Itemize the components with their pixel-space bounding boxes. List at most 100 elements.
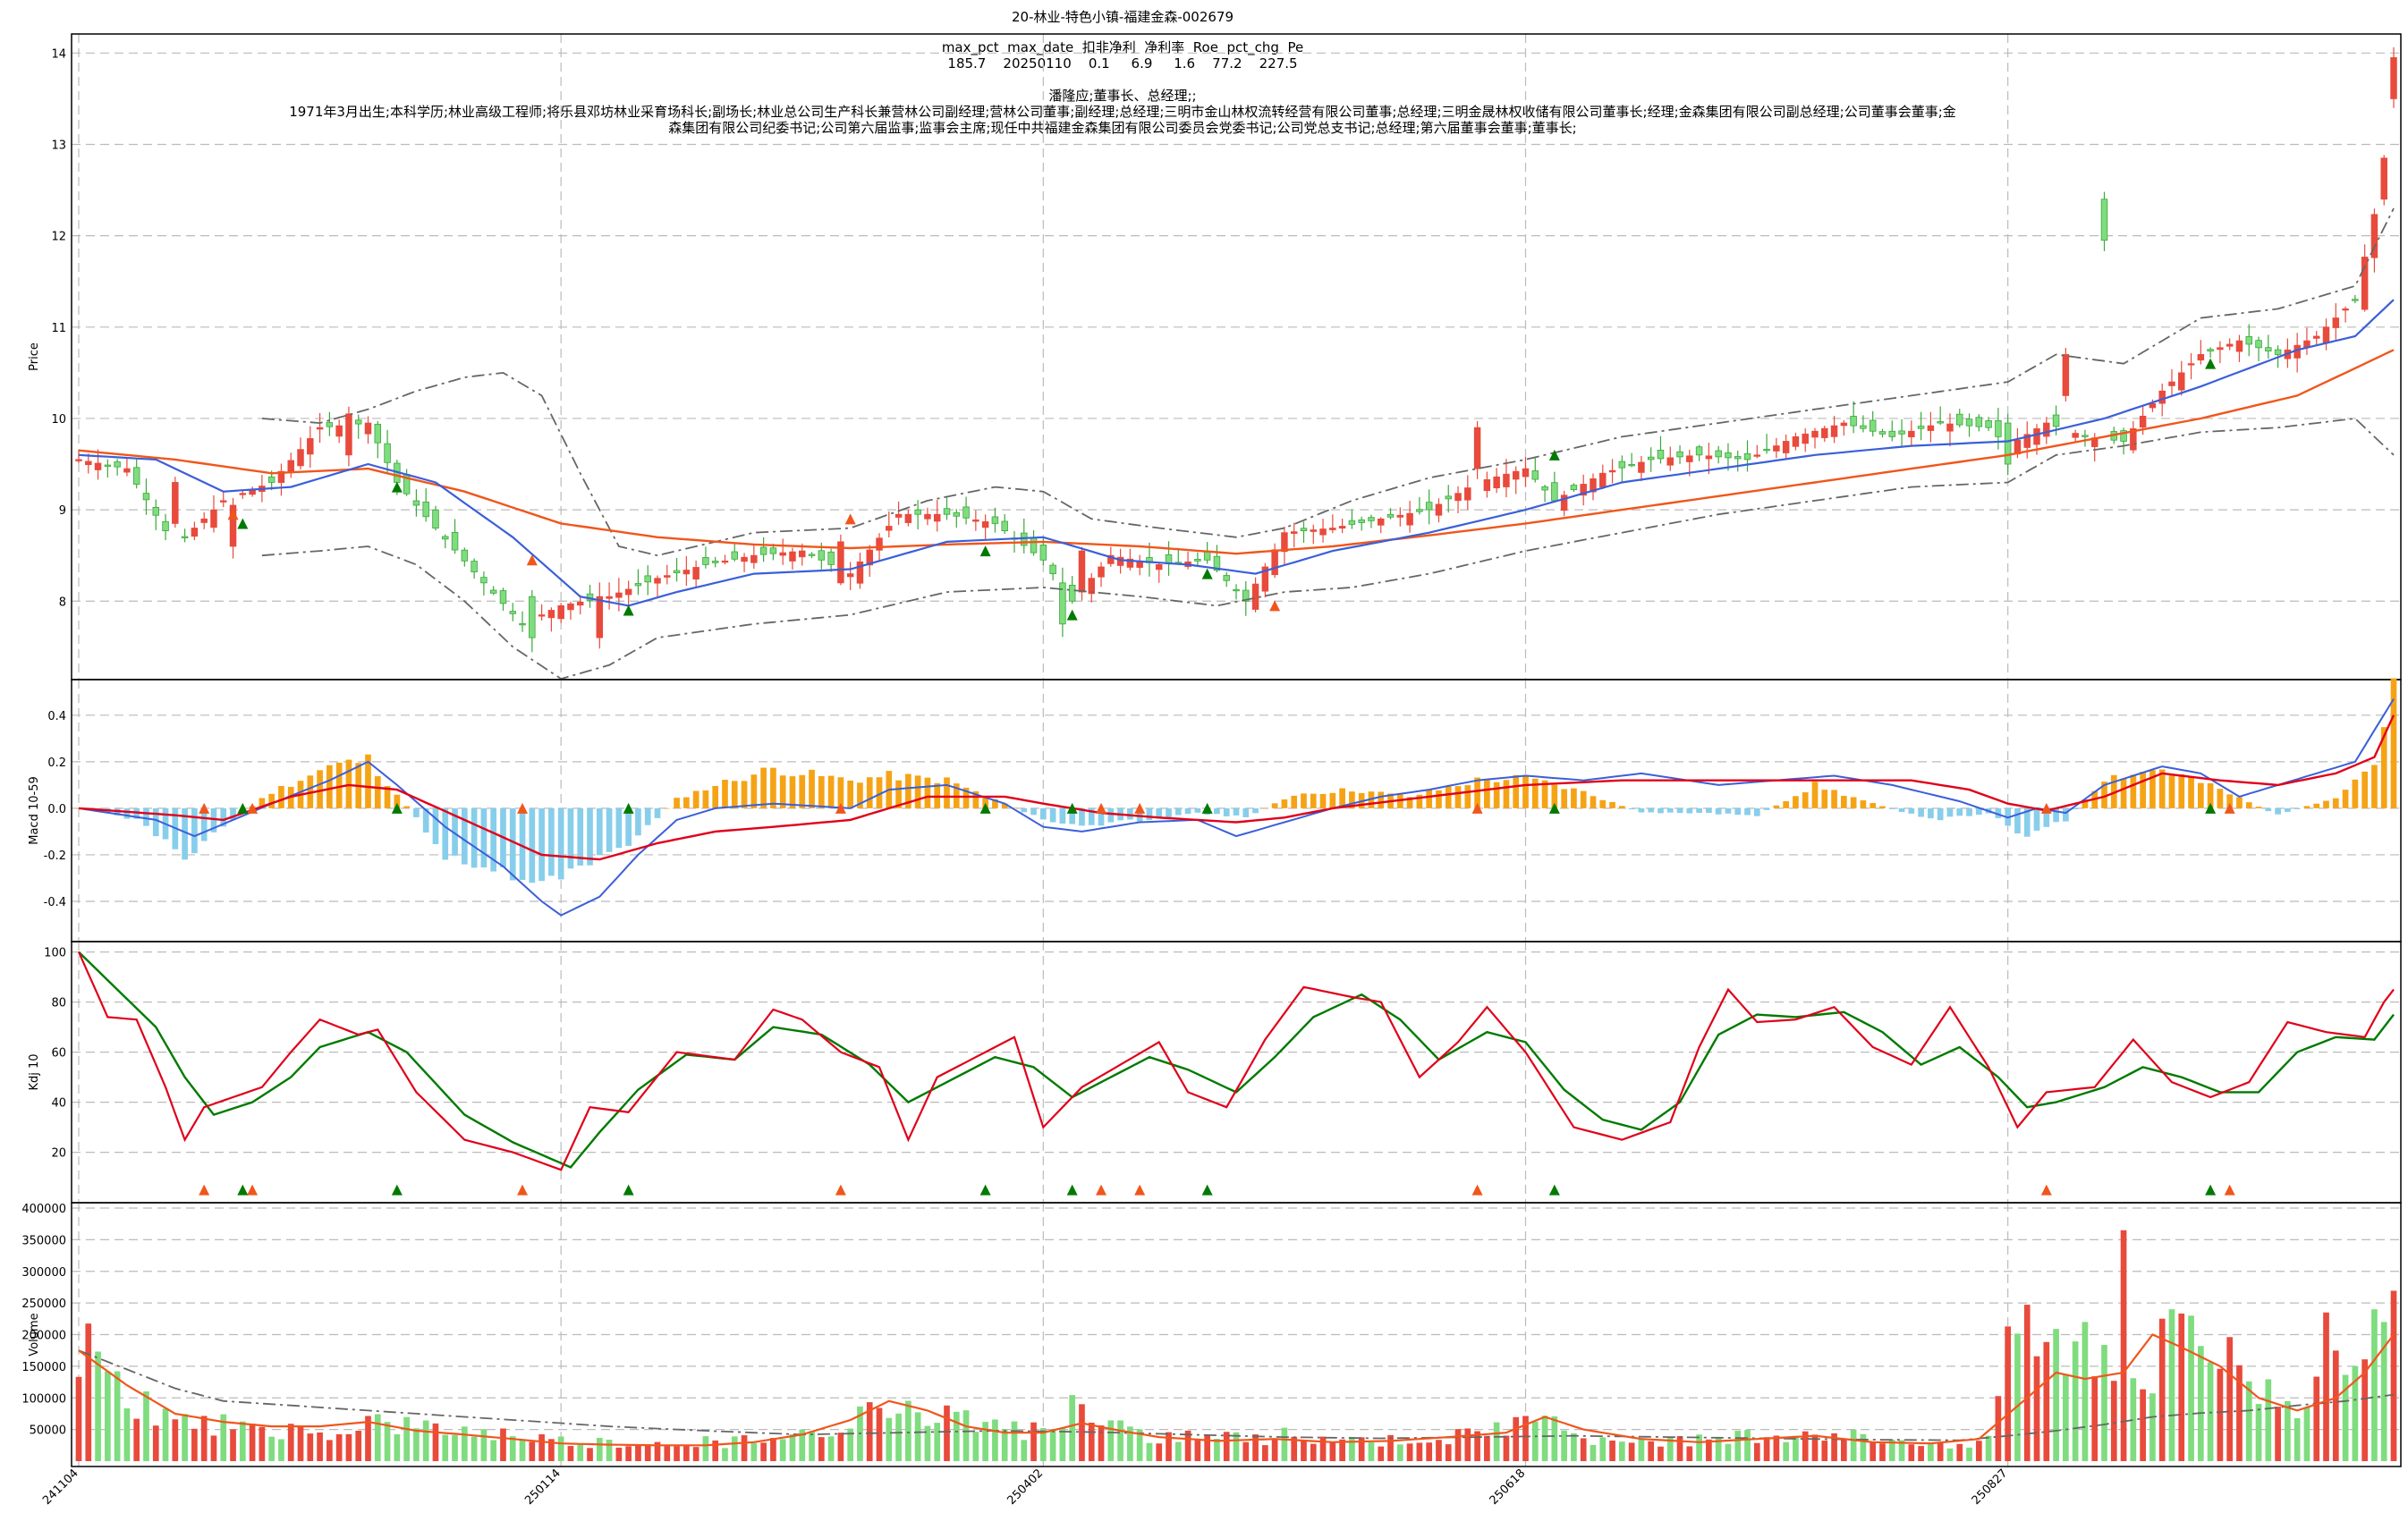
volume-frame — [71, 1202, 2402, 1467]
macd-tick-label: 0.4 — [47, 710, 66, 723]
macd-sell-marker — [391, 802, 403, 814]
kdj-k-line — [77, 951, 2395, 1171]
kdj-buy-marker — [835, 1184, 846, 1196]
volume-bar — [1870, 1442, 1877, 1461]
macd-dea-line — [78, 714, 2395, 861]
candle-body — [480, 577, 488, 584]
candle-body — [1985, 420, 1992, 428]
volume-bar — [191, 1428, 198, 1461]
volume-bar — [1166, 1432, 1172, 1461]
candle-body — [529, 596, 536, 638]
candle-body — [827, 551, 835, 565]
volume-bar — [1666, 1436, 1674, 1461]
candle-body — [1638, 461, 1645, 473]
volume-bar — [529, 1441, 536, 1461]
volume-bar — [674, 1446, 680, 1461]
macd-buy-marker — [2224, 802, 2235, 814]
macd-histogram-bar — [2380, 727, 2387, 808]
candle-body — [142, 493, 150, 501]
bio-line-1: 潘隆应;董事长、总经理;; — [1048, 88, 1196, 104]
macd-histogram-bar — [490, 807, 497, 872]
macd-histogram-bar — [2023, 807, 2031, 837]
volume-ma-long-line — [78, 1349, 2395, 1441]
candle-body — [1927, 425, 1935, 431]
macd-histogram-bar — [2275, 807, 2281, 815]
macd-histogram-bar — [1030, 807, 1037, 816]
macd-buy-marker — [247, 802, 259, 814]
macd-histogram-bar — [982, 796, 988, 808]
macd-histogram-bar — [818, 775, 825, 808]
volume-bar — [1136, 1429, 1143, 1461]
macd-histogram-bar — [1956, 807, 1963, 816]
candle-body — [364, 422, 372, 435]
macd-histogram-bar — [259, 798, 266, 808]
kdj-sell-marker — [2205, 1184, 2217, 1196]
volume-bar — [1001, 1429, 1008, 1461]
macd-histogram-bar — [1658, 807, 1664, 814]
candle-body — [1483, 479, 1491, 492]
volume-ylabel: Volume — [28, 1313, 41, 1356]
macd-sell-marker — [1201, 802, 1213, 814]
candle-body — [741, 556, 748, 562]
candle-body — [1290, 531, 1298, 534]
macd-histogram-bar — [1079, 807, 1085, 826]
volume-bar — [2053, 1329, 2059, 1461]
macd-buy-marker — [835, 802, 846, 814]
volume-bar — [1599, 1437, 1607, 1461]
candle-body — [1049, 564, 1056, 575]
volume-bar — [123, 1407, 131, 1461]
candle-body — [1445, 495, 1452, 500]
volume-bar — [1831, 1433, 1837, 1461]
candle-body — [1676, 451, 1683, 458]
macd-tick-label: 0.2 — [47, 756, 66, 770]
candle-body — [1590, 478, 1597, 493]
macd-histogram-bar — [2226, 794, 2234, 808]
candle-body — [1001, 520, 1008, 532]
volume-bar — [1281, 1427, 1288, 1461]
candle-body — [210, 509, 217, 528]
volume-bar — [384, 1422, 391, 1461]
volume-bar — [1242, 1441, 1250, 1461]
volume-bar — [2323, 1312, 2329, 1461]
macd-histogram-bar — [1541, 780, 1548, 808]
candle-body — [461, 549, 469, 562]
candle-body — [2207, 349, 2214, 352]
macd-histogram-bar — [1039, 807, 1047, 820]
candle-body — [1869, 419, 1877, 432]
candle-body — [354, 419, 362, 425]
macd-histogram-bar — [1599, 799, 1607, 808]
price-buy-marker — [526, 554, 538, 566]
candle-body — [2217, 347, 2224, 351]
candle-body — [1657, 450, 1665, 460]
candle-body — [104, 464, 112, 467]
macd-histogram-bar — [519, 807, 526, 881]
kdj-tick-label: 60 — [51, 1047, 66, 1061]
volume-bar — [866, 1402, 873, 1461]
macd-histogram-bar — [365, 754, 371, 808]
volume-bar — [259, 1426, 266, 1461]
volume-bar — [1696, 1434, 1702, 1461]
candle-body — [1560, 494, 1568, 511]
volume-bar — [394, 1433, 401, 1461]
macd-histogram-bar — [1821, 790, 1828, 808]
macd-histogram-bar — [1860, 800, 1867, 808]
candle-body — [1570, 485, 1578, 491]
candle-body — [1522, 468, 1530, 478]
macd-histogram-bar — [1850, 797, 1857, 808]
macd-histogram-bar — [827, 775, 835, 808]
candle-body — [2352, 299, 2359, 301]
price-sell-marker — [623, 604, 634, 616]
volume-bar — [2313, 1376, 2320, 1461]
volume-bar — [1638, 1438, 1645, 1461]
volume-bar — [1079, 1404, 1085, 1461]
volume-bar — [374, 1414, 381, 1461]
kdj-frame — [71, 941, 2402, 1204]
volume-bar — [2091, 1376, 2099, 1461]
macd-histogram-bar — [577, 807, 584, 866]
macd-histogram-bar — [712, 785, 719, 808]
volume-bar — [1378, 1446, 1385, 1461]
volume-bar — [1484, 1435, 1490, 1461]
candle-body — [2178, 372, 2185, 391]
volume-bar — [1194, 1440, 1201, 1461]
